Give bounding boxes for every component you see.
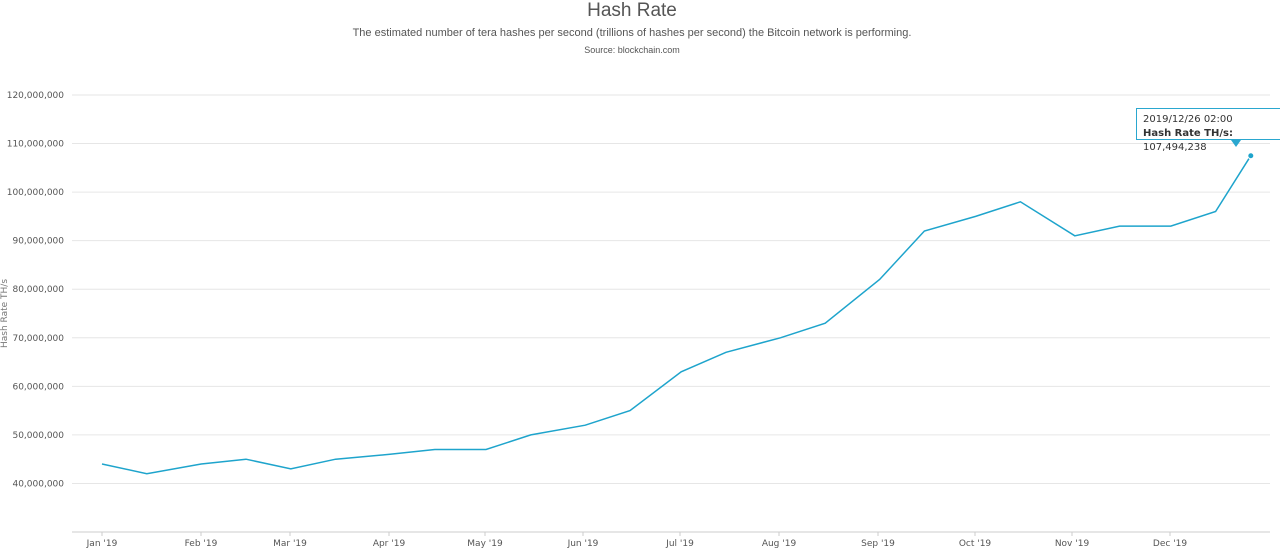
x-tick-label: Nov '19 [1055, 539, 1090, 549]
chart-source: Source: blockchain.com [584, 45, 680, 55]
y-tick-label: 110,000,000 [7, 140, 65, 150]
x-tick-label: Feb '19 [185, 539, 218, 549]
y-tick-label: 120,000,000 [7, 91, 65, 101]
x-tick-label: Dec '19 [1153, 539, 1187, 549]
y-tick-label: 100,000,000 [7, 188, 65, 198]
x-tick-label: May '19 [467, 539, 503, 549]
tooltip-label: Hash Rate TH/s: [1143, 128, 1233, 139]
x-tick-label: Oct '19 [959, 539, 992, 549]
x-tick-label: Jun '19 [567, 539, 599, 549]
y-tick-label: 80,000,000 [12, 285, 64, 295]
hover-point [1247, 152, 1255, 160]
chart-tooltip: 2019/12/26 02:00 Hash Rate TH/s: 107,494… [1136, 108, 1280, 153]
x-tick-label: Jul '19 [665, 539, 694, 549]
tooltip-value-row: Hash Rate TH/s: 107,494,238 [1143, 127, 1280, 155]
y-tick-label: 90,000,000 [12, 237, 64, 247]
y-tick-label: 70,000,000 [12, 334, 64, 344]
y-tick-label: 50,000,000 [12, 431, 64, 441]
x-tick-label: Jan '19 [86, 539, 118, 549]
tooltip-pointer [1231, 140, 1241, 147]
x-tick-label: Aug '19 [762, 539, 797, 549]
y-tick-label: 40,000,000 [12, 479, 64, 489]
tooltip-value: 107,494,238 [1143, 142, 1207, 153]
chart-title: Hash Rate [587, 0, 677, 21]
series-line [101, 155, 1252, 475]
y-tick-label: 60,000,000 [12, 382, 64, 392]
x-tick-label: Mar '19 [273, 539, 307, 549]
tooltip-date: 2019/12/26 02:00 [1143, 114, 1233, 125]
x-tick-label: Apr '19 [373, 539, 406, 549]
y-axis-label: Hash Rate TH/s [0, 279, 10, 348]
chart-subtitle: The estimated number of tera hashes per … [352, 27, 912, 39]
x-tick-label: Sep '19 [861, 539, 895, 549]
